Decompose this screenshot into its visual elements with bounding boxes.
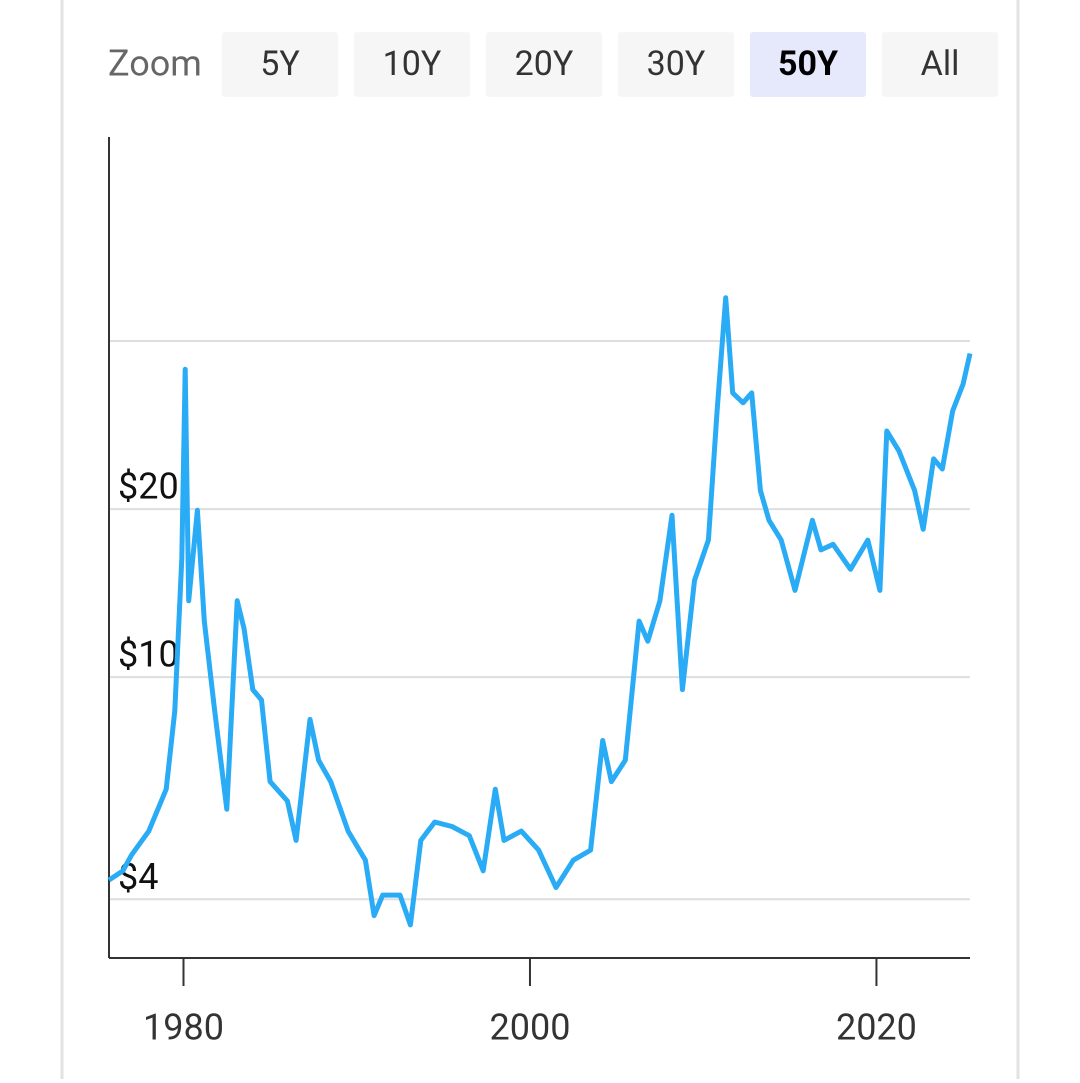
y-tick-label: $4: [118, 856, 158, 898]
x-tick-label: 1980: [143, 1007, 224, 1049]
zoom-button[interactable]: [618, 32, 734, 97]
zoom-button-label[interactable]: 20Y: [515, 44, 574, 84]
price-line: [107, 295, 973, 928]
zoom-button-label[interactable]: 50Y: [778, 44, 838, 84]
zoom-button[interactable]: [354, 32, 470, 97]
zoom-button-label[interactable]: 10Y: [383, 44, 442, 84]
zoom-button-label[interactable]: 30Y: [647, 44, 706, 84]
x-tick-label: 2020: [836, 1007, 917, 1049]
x-tick-label: 2000: [490, 1007, 571, 1049]
zoom-button[interactable]: [750, 32, 866, 97]
zoom-button-label[interactable]: All: [921, 44, 960, 84]
y-tick-label: $10: [118, 634, 179, 676]
zoom-button-label[interactable]: 5Y: [260, 44, 300, 84]
zoom-button[interactable]: [882, 32, 998, 97]
zoom-label: Zoom: [108, 43, 202, 85]
zoom-button[interactable]: [486, 32, 602, 97]
y-tick-label: $20: [118, 466, 179, 508]
zoom-button[interactable]: [222, 32, 338, 97]
